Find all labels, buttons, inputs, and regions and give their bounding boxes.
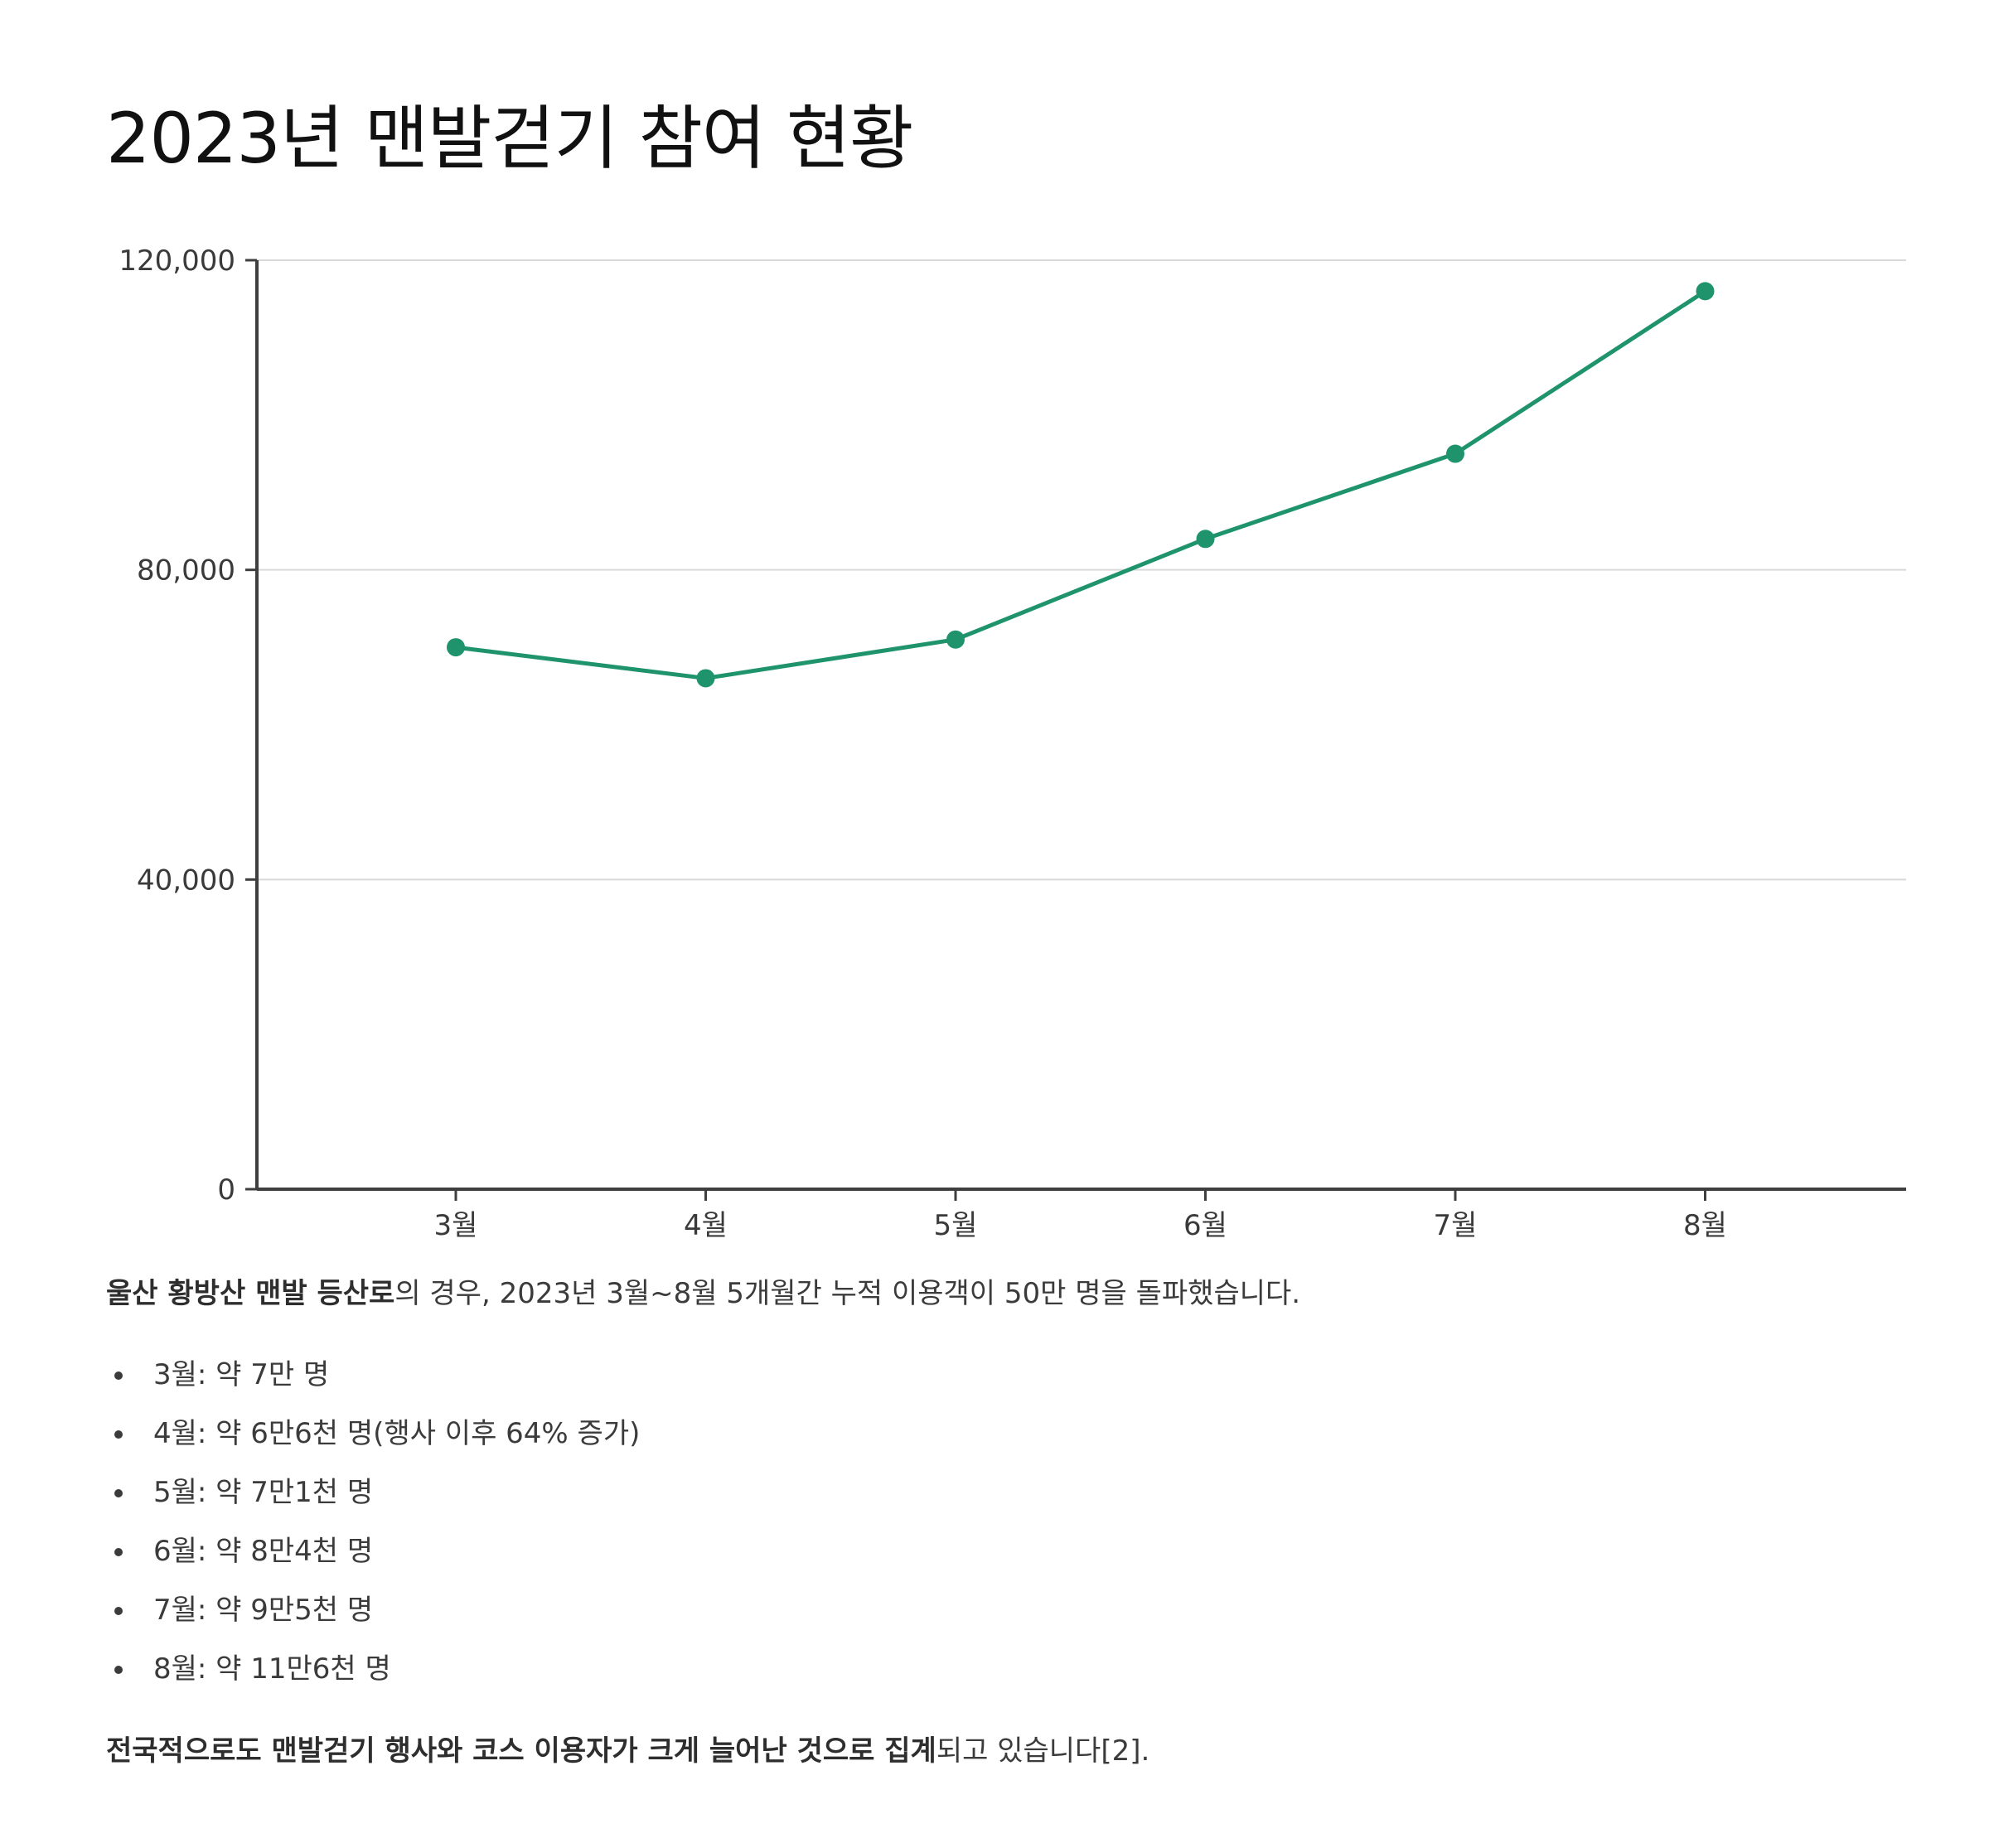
line-chart: 0 40,000 80,000 120,000 3월 4월 5월 6월 7월 8월 [119, 244, 1906, 1242]
summary-text: 울산 황방산 맨발 등산로의 경우, 2023년 3월~8월 5개월간 누적 이… [106, 1273, 1300, 1314]
x-tick-label: 7월 [1434, 1209, 1478, 1242]
data-point [696, 669, 715, 688]
page-title: 2023년 맨발걷기 참여 현황 [106, 98, 913, 179]
closing-text: 전국적으로도 맨발걷기 행사와 코스 이용자가 크게 늘어난 것으로 집계되고 … [106, 1730, 1149, 1772]
series-line [453, 288, 1707, 680]
data-point [946, 630, 965, 649]
x-tick-label: 4월 [684, 1209, 728, 1242]
data-point [1696, 282, 1715, 301]
summary-rest: 의 경우, 2023년 3월~8월 5개월간 누적 이용객이 50만 명을 돌파… [394, 1277, 1301, 1310]
y-tick-label: 0 [217, 1173, 235, 1207]
list-item: 4월: 약 6만6천 명(행사 이후 64% 증가) [106, 1413, 640, 1472]
x-tick-label: 6월 [1183, 1209, 1227, 1242]
data-point [1446, 444, 1464, 463]
y-tick-label: 40,000 [137, 864, 235, 897]
monthly-list: 3월: 약 7만 명 4월: 약 6만6천 명(행사 이후 64% 증가) 5월… [106, 1354, 640, 1707]
x-tick-label: 3월 [434, 1209, 478, 1242]
list-item: 8월: 약 11만6천 명 [106, 1648, 640, 1707]
list-item: 3월: 약 7만 명 [106, 1354, 640, 1413]
list-item: 7월: 약 9만5천 명 [106, 1589, 640, 1648]
y-tick-label: 80,000 [137, 554, 235, 588]
summary-bold: 울산 황방산 맨발 등산로 [106, 1277, 395, 1310]
closing-rest: 되고 있습니다[2]. [936, 1734, 1150, 1768]
data-point [447, 638, 465, 657]
x-tick-label: 8월 [1683, 1209, 1727, 1242]
list-item: 5월: 약 7만1천 명 [106, 1472, 640, 1531]
list-item: 6월: 약 8만4천 명 [106, 1531, 640, 1589]
data-point [1196, 530, 1215, 549]
x-tick-label: 5월 [934, 1209, 978, 1242]
closing-bold: 전국적으로도 맨발걷기 행사와 코스 이용자가 크게 늘어난 것으로 집계 [106, 1734, 936, 1768]
y-tick-label: 120,000 [119, 244, 235, 278]
